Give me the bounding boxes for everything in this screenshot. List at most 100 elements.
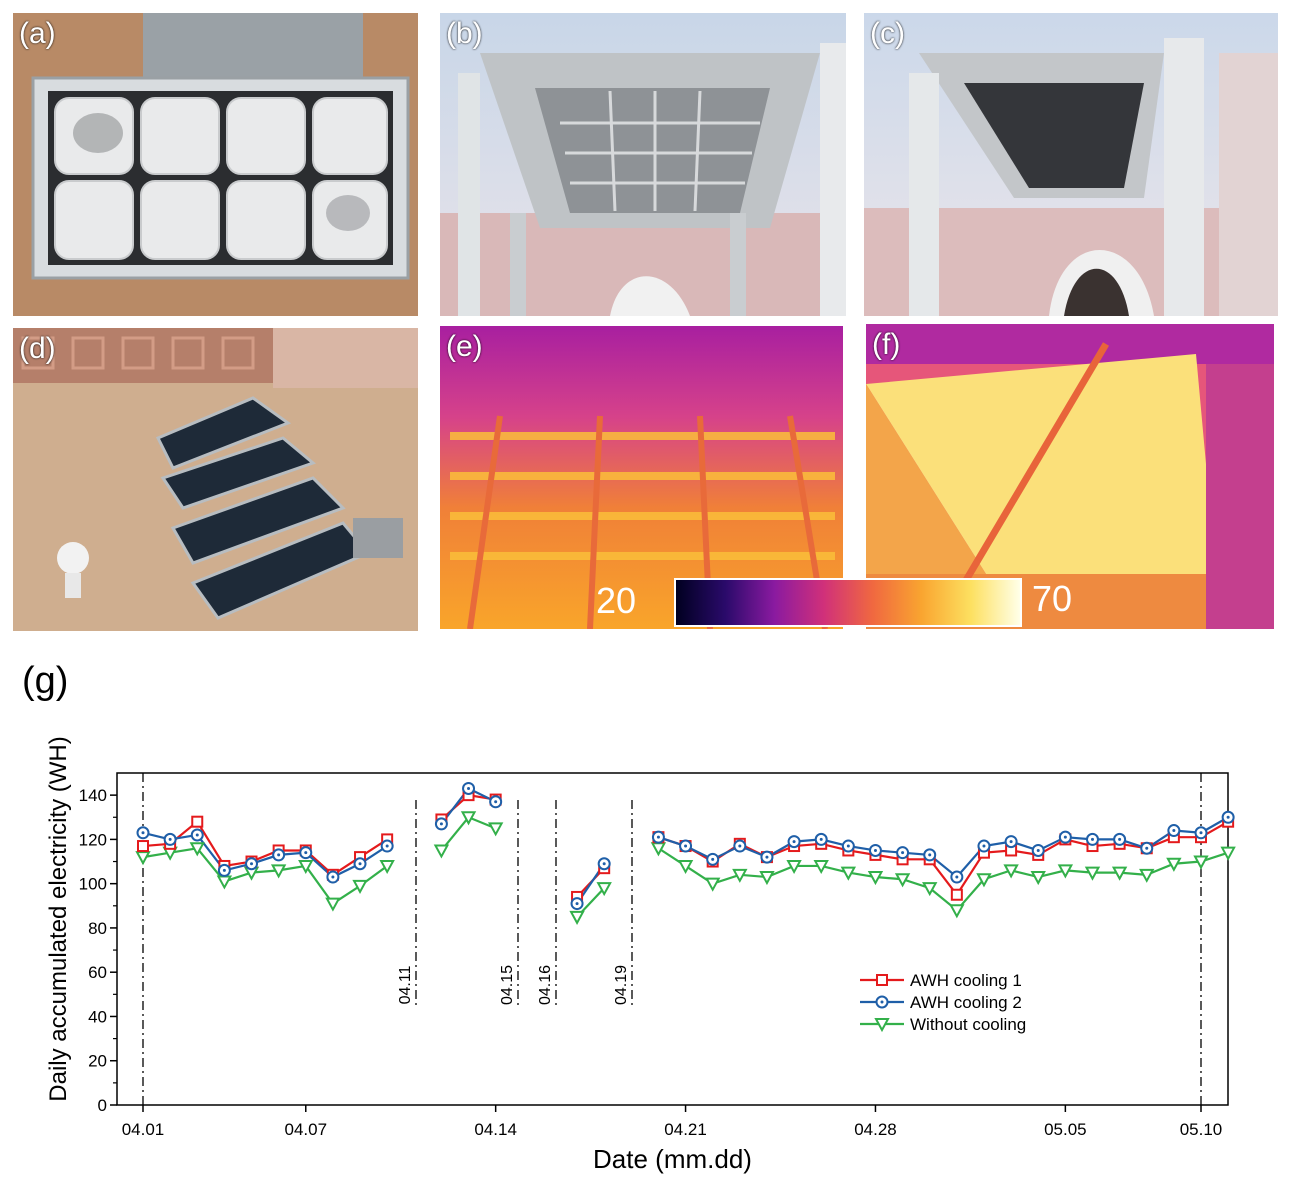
- panel-e-label: (e): [446, 330, 483, 363]
- legend-marker-2-dot: [880, 1000, 884, 1004]
- data-point-3: [135, 851, 151, 866]
- series-line-3: [657, 847, 1229, 912]
- data-point-3: [1166, 857, 1182, 872]
- data-point-3: [949, 904, 965, 919]
- data-point-3: [433, 844, 450, 859]
- data-point-2-dot: [1172, 829, 1176, 833]
- data-point-3: [1003, 864, 1019, 879]
- panel-b-illustration: [440, 13, 846, 316]
- plot-frame: [116, 772, 1229, 1106]
- data-point-2-dot: [331, 875, 335, 879]
- legend-label-2: AWH cooling 2: [910, 993, 1022, 1012]
- panel-a-label: (a): [19, 17, 56, 50]
- data-point-2-dot: [1199, 831, 1203, 835]
- legend-marker-1: [876, 974, 888, 986]
- panel-b-photo: (b): [440, 13, 846, 316]
- x-tick-label: 04.01: [122, 1120, 165, 1139]
- data-point-2-dot: [982, 844, 986, 848]
- panel-c-illustration: [864, 13, 1278, 316]
- data-point-3: [325, 897, 341, 912]
- data-point-3: [569, 910, 585, 925]
- data-point-3: [596, 882, 612, 897]
- data-point-2-dot: [901, 851, 905, 855]
- data-point-1: [950, 888, 963, 901]
- panel-f-label: (f): [872, 328, 901, 361]
- gap-marker-label: 04.15: [499, 965, 516, 1005]
- data-point-3: [650, 842, 667, 857]
- data-point-2-dot: [955, 875, 959, 879]
- data-point-2-dot: [792, 840, 796, 844]
- data-point-3: [1139, 868, 1155, 883]
- panel-d-illustration: [13, 328, 418, 631]
- data-point-1: [191, 815, 204, 828]
- data-point-2-dot: [222, 868, 226, 872]
- data-point-2-dot: [684, 844, 688, 848]
- data-point-3: [1193, 855, 1209, 870]
- data-point-2-dot: [494, 800, 498, 804]
- y-tick-label: 120: [79, 830, 107, 849]
- x-tick-label: 04.21: [664, 1120, 707, 1139]
- panel-a-photo: (a): [13, 13, 418, 316]
- data-point-2-dot: [738, 844, 742, 848]
- panel-g-label: (g): [22, 660, 69, 702]
- x-tick-label: 04.07: [284, 1120, 327, 1139]
- data-point-3: [1030, 871, 1046, 886]
- data-point-2-dot: [1063, 835, 1067, 839]
- y-tick-label: 80: [88, 919, 107, 938]
- panel-d-label: (d): [19, 332, 56, 365]
- data-point-2-dot: [873, 848, 877, 852]
- data-point-2-dot: [656, 835, 660, 839]
- data-point-2-dot: [575, 902, 579, 906]
- gap-marker-label: 04.16: [537, 965, 554, 1005]
- y-tick-label: 60: [88, 963, 107, 982]
- series-line-2: [142, 831, 388, 879]
- data-point-3: [1111, 866, 1128, 881]
- panel-b-label: (b): [446, 17, 483, 50]
- legend-label-1: AWH cooling 1: [910, 971, 1022, 990]
- data-point-2-dot: [358, 862, 362, 866]
- data-point-2-dot: [141, 831, 145, 835]
- series-line-1: [658, 820, 1229, 897]
- panel-d-photo: (d): [13, 328, 418, 631]
- legend-label-3: Without cooling: [910, 1015, 1026, 1034]
- data-point-2-dot: [304, 851, 308, 855]
- data-point-2-dot: [928, 853, 932, 857]
- data-point-3: [705, 877, 721, 892]
- data-point-2-dot: [846, 844, 850, 848]
- gap-marker-label: 04.11: [397, 965, 414, 1004]
- data-point-2-dot: [1145, 846, 1149, 850]
- data-point-3: [867, 871, 884, 886]
- data-point-2-dot: [385, 844, 389, 848]
- y-tick-label: 140: [79, 786, 107, 805]
- data-point-2-dot: [467, 786, 471, 790]
- data-point-2-dot: [1090, 837, 1094, 841]
- data-point-3: [352, 879, 368, 894]
- data-point-3: [840, 866, 857, 881]
- data-point-3: [813, 859, 829, 875]
- data-point-2-dot: [250, 862, 254, 866]
- data-point-3: [270, 864, 287, 879]
- panel-c-photo: (c): [864, 13, 1278, 316]
- y-axis-label: Daily accumulated electricity (WH): [45, 736, 72, 1101]
- data-point-2-dot: [765, 855, 769, 859]
- data-point-3: [677, 859, 694, 875]
- series-line-3: [142, 847, 388, 906]
- data-point-2-dot: [602, 862, 606, 866]
- data-point-3: [1057, 864, 1074, 879]
- data-point-2-dot: [1226, 815, 1230, 819]
- data-point-3: [786, 859, 802, 875]
- data-point-2-dot: [1036, 848, 1040, 852]
- series-line-2: [658, 816, 1229, 879]
- data-point-2-dot: [277, 853, 281, 857]
- y-tick-label: 20: [88, 1052, 107, 1071]
- data-point-3: [379, 859, 395, 875]
- data-point-3: [189, 842, 205, 857]
- data-point-3: [759, 871, 775, 886]
- data-point-3: [894, 873, 911, 888]
- data-point-2-dot: [711, 857, 715, 861]
- data-point-3: [732, 868, 748, 883]
- legend-marker-3: [874, 1018, 890, 1033]
- y-tick-label: 40: [88, 1007, 107, 1026]
- data-point-2-dot: [819, 837, 823, 841]
